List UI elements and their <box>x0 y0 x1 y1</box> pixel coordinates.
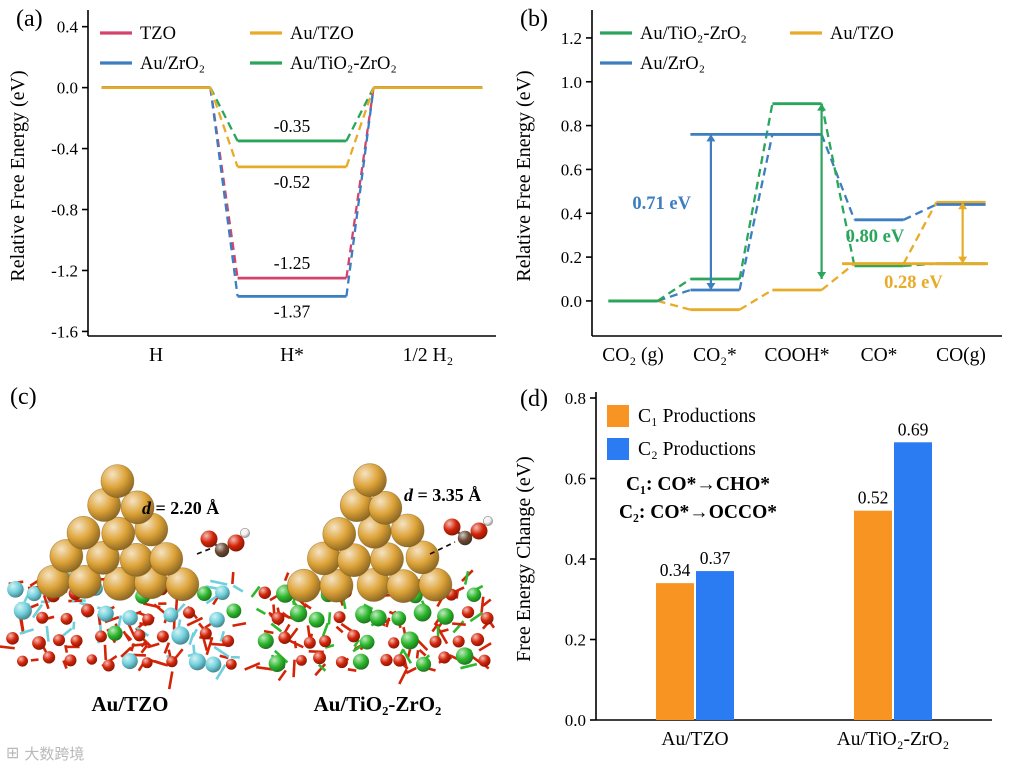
svg-text:-1.25: -1.25 <box>274 253 311 273</box>
svg-text:Au/ZrO₂: Au/ZrO₂ <box>640 54 705 74</box>
svg-text:1.2: 1.2 <box>561 29 582 48</box>
svg-text:Au/ZrO₂: Au/ZrO₂ <box>140 54 205 74</box>
svg-text:-0.4: -0.4 <box>51 140 78 159</box>
svg-text:-1.2: -1.2 <box>51 261 78 280</box>
watermark-text: 大数跨境 <box>24 746 85 763</box>
svg-text:Au/TZO: Au/TZO <box>830 24 894 44</box>
svg-text:Free Energy Change (eV): Free Energy Change (eV) <box>513 456 535 662</box>
panel-tag-a: (a) <box>16 6 43 32</box>
svg-text:CO₂ (g): CO₂ (g) <box>602 345 664 366</box>
svg-text:0.8: 0.8 <box>565 389 586 408</box>
panel-b-energy-diagram: 0.0 0.2 0.4 0.6 0.8 1.0 1.2 CO₂ (g) CO₂* COOH* CO*… <box>513 10 1002 366</box>
svg-text:1.0: 1.0 <box>561 73 582 92</box>
svg-text:0.4: 0.4 <box>57 18 79 37</box>
panel-tag-b: (b) <box>520 6 548 32</box>
svg-text:-0.8: -0.8 <box>51 201 78 220</box>
svg-text:CO₂*: CO₂* <box>693 345 737 366</box>
svg-text:C₁ Productions: C₁ Productions <box>638 406 756 427</box>
gold-cluster-left <box>36 464 200 602</box>
svg-text:0.0: 0.0 <box>561 292 582 311</box>
svg-text:Relative Free Energy (eV): Relative Free Energy (eV) <box>7 70 29 281</box>
svg-text:Au/TiO₂-ZrO₂: Au/TiO₂-ZrO₂ <box>640 24 747 44</box>
svg-text:C₁: CO*→CHO*: C₁: CO*→CHO* <box>626 474 770 495</box>
svg-text:C₂: CO*→OCCO*: C₂: CO*→OCCO* <box>619 502 777 523</box>
structure-label-left: Au/TZO <box>91 692 169 716</box>
svg-text:Au/TZO: Au/TZO <box>661 729 728 750</box>
svg-text:0.0: 0.0 <box>565 711 586 730</box>
svg-text:H*: H* <box>280 345 304 366</box>
gold-cluster-right <box>287 463 453 603</box>
svg-text:0.34: 0.34 <box>660 560 691 580</box>
svg-text:-0.52: -0.52 <box>274 172 310 192</box>
svg-text:0.4: 0.4 <box>565 550 587 569</box>
watermark-logo-icon: ⊞ <box>6 744 20 762</box>
adsorbate-molecule-right <box>443 515 493 546</box>
svg-text:0.8: 0.8 <box>561 117 582 136</box>
distance-label-right: d = 3.35 Å <box>404 485 481 506</box>
panel-d-bar-chart: 0.0 0.2 0.4 0.6 0.8 Au/TZO Au/TiO₂-ZrO₂ Free En… <box>513 389 992 750</box>
svg-text:H: H <box>149 345 163 366</box>
panel-a-energy-diagram: 0.4 0.0 -0.4 -0.8 -1.2 -1.6 H H* 1/2 H₂ Relative … <box>7 10 496 366</box>
distance-label-left: d = 2.20 Å <box>142 498 219 519</box>
svg-text:CO(g): CO(g) <box>936 345 986 366</box>
distance-dash-right <box>429 541 456 555</box>
svg-text:0.80 eV: 0.80 eV <box>846 227 905 247</box>
structure-label-right: Au/TiO₂-ZrO₂ <box>313 692 442 716</box>
svg-text:-1.6: -1.6 <box>51 322 78 341</box>
svg-text:CO*: CO* <box>861 345 898 366</box>
svg-text:0.6: 0.6 <box>565 470 586 489</box>
svg-text:1/2 H₂: 1/2 H₂ <box>403 345 454 366</box>
adsorbate-molecule-left <box>200 527 250 558</box>
svg-text:0.69: 0.69 <box>898 419 929 439</box>
svg-text:COOH*: COOH* <box>764 345 829 366</box>
svg-text:Relative Free Energy (eV): Relative Free Energy (eV) <box>513 70 535 281</box>
svg-text:0.4: 0.4 <box>561 204 583 223</box>
svg-text:0.2: 0.2 <box>561 248 582 267</box>
distance-symbol: d <box>404 485 413 505</box>
panel-c-structure-models <box>0 463 496 690</box>
svg-text:0.71 eV: 0.71 eV <box>632 194 691 214</box>
svg-text:0.52: 0.52 <box>858 488 889 508</box>
svg-text:-1.37: -1.37 <box>274 301 311 321</box>
svg-text:TZO: TZO <box>140 24 176 44</box>
distance-value: = 3.35 Å <box>413 485 482 505</box>
svg-text:0.2: 0.2 <box>565 631 586 650</box>
svg-text:Au/TZO: Au/TZO <box>290 24 354 44</box>
svg-text:C₂ Productions: C₂ Productions <box>638 439 756 460</box>
svg-text:0.37: 0.37 <box>700 548 731 568</box>
distance-dash-left <box>196 547 213 555</box>
svg-text:Au/TiO₂-ZrO₂: Au/TiO₂-ZrO₂ <box>290 54 397 74</box>
panel-tag-c: (c) <box>10 384 37 410</box>
distance-value: = 2.20 Å <box>151 498 220 518</box>
distance-symbol: d <box>142 498 151 518</box>
panel-tag-d: (d) <box>520 386 548 412</box>
svg-text:0.28 eV: 0.28 eV <box>884 273 943 293</box>
watermark: ⊞ 大数跨境 <box>6 743 84 764</box>
svg-text:0.6: 0.6 <box>561 160 582 179</box>
svg-text:-0.35: -0.35 <box>274 116 311 136</box>
svg-text:Au/TiO₂-ZrO₂: Au/TiO₂-ZrO₂ <box>837 729 950 750</box>
svg-text:0.0: 0.0 <box>57 79 78 98</box>
